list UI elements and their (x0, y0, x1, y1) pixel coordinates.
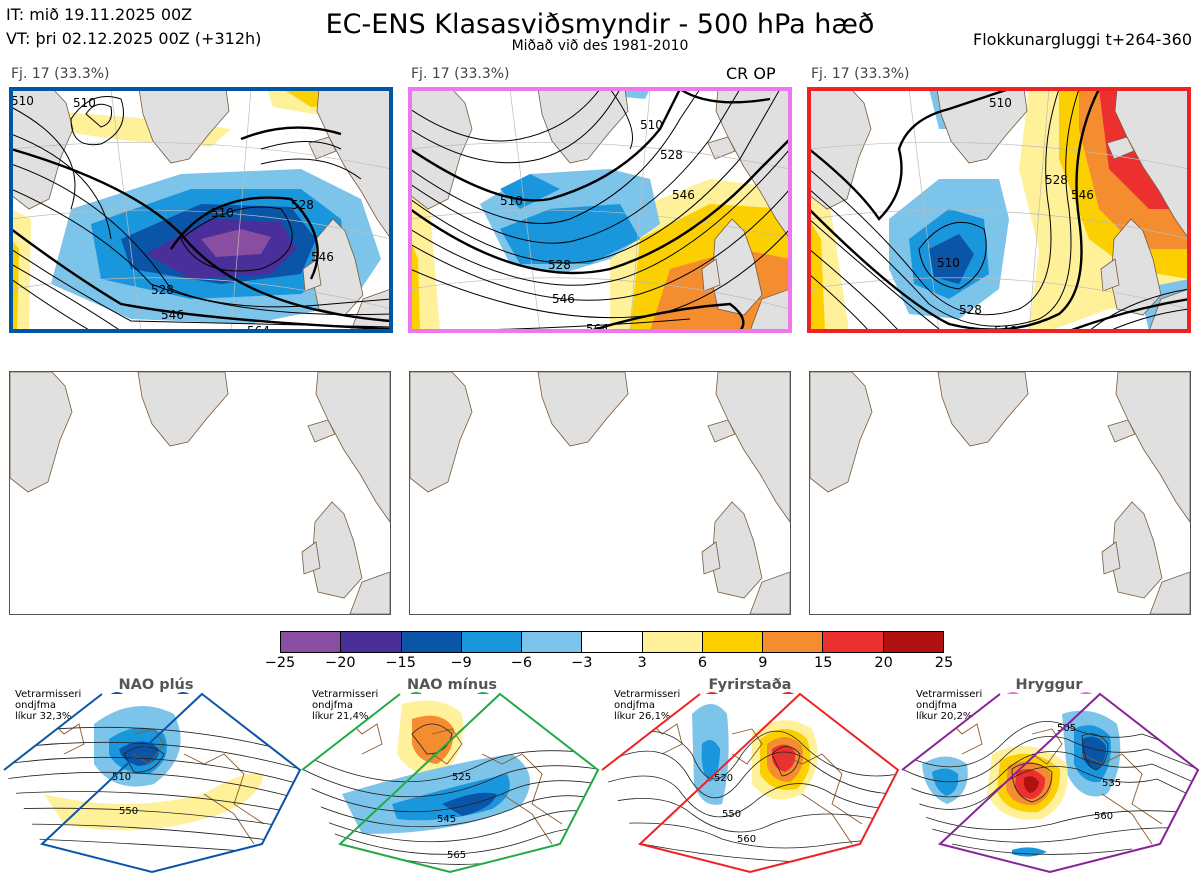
colorbar-tick-label: −6 (510, 655, 533, 671)
panel-1-contour-label: 546 (161, 308, 184, 322)
regime-1-border (3, 692, 302, 874)
panel-1-border (9, 87, 393, 333)
regime-2-title: NAO mínus (406, 677, 498, 693)
panel-3-border (807, 87, 1191, 333)
cluster-map-3: 510 528 546 510 528 546 (807, 87, 1191, 333)
regime-1-probability: Vetrarmisseri ondjfma líkur 32,3% (15, 689, 82, 722)
panel-2-contour-label: 528 (660, 148, 683, 162)
regime-4-contour-label: 535 (1102, 778, 1121, 789)
empty-map-2 (409, 371, 791, 615)
colorbar-tick-label: −3 (571, 655, 593, 671)
panel-2-border (408, 87, 792, 333)
colorbar-tick-label: −20 (325, 655, 356, 671)
colorbar-segment (522, 632, 583, 652)
colorbar (280, 631, 944, 653)
panel-1-contour-label: 528 (151, 283, 174, 297)
panel-1-label: Fj. 17 (33.3%) (11, 66, 110, 82)
colorbar-segment (823, 632, 884, 652)
panel-2-contour-label: 528 (548, 258, 571, 272)
regime-4-map: 505 535 560 (901, 692, 1200, 874)
regime-4-contour-label: 560 (1094, 811, 1113, 822)
empty-map-3 (809, 371, 1191, 615)
regime-3-title: Fyrirstaða (708, 677, 792, 693)
colorbar-segment (401, 632, 462, 652)
panel-3-contour-label: 528 (959, 303, 982, 317)
regime-3-probability: Vetrarmisseri ondjfma líkur 26,1% (614, 689, 681, 722)
panel-1-contour-label: 546 (311, 250, 334, 264)
regime-2-contour-label: 565 (447, 850, 466, 861)
regime-1-title: NAO plús (118, 677, 194, 693)
panel-1-contour-label: 510 (11, 94, 34, 108)
panel-3-contour-label: 510 (937, 256, 960, 270)
regime-2-contour-label: 525 (452, 772, 471, 783)
colorbar-tick-label: 15 (814, 655, 833, 671)
panel-2-contour-label: 564 (586, 322, 609, 333)
panel-1-contour-label: 510 (211, 206, 234, 220)
colorbar-tick-label: 3 (637, 655, 647, 671)
regime-4-title: Hryggur (1015, 677, 1083, 693)
panel-3-label: Fj. 17 (33.3%) (811, 66, 910, 82)
cluster-map-1: 510 528 546 564 528 510 546 510 (9, 87, 393, 333)
regime-4-contour-label: 505 (1057, 723, 1076, 734)
regime-2-contour-label: 545 (437, 814, 456, 825)
control-run-badge: CR OP (726, 64, 776, 83)
panel-3-contour-label: 546 (1071, 188, 1094, 202)
colorbar-segment (763, 632, 824, 652)
panel-2-contour-label: 510 (500, 194, 523, 208)
regime-4-border (901, 692, 1200, 874)
panel-3-contour-label: 528 (1045, 173, 1068, 187)
regime-3-border (601, 692, 900, 874)
regime-1-map: 510 550 (3, 692, 302, 874)
page-subtitle: Miðað við des 1981-2010 (511, 38, 689, 54)
colorbar-tick-label: 25 (934, 655, 954, 671)
regime-1-contour-label: 510 (112, 772, 131, 783)
regime-2-map: 525 545 565 (301, 692, 600, 874)
colorbar-ticks: −25 −20 −15 −9 −6 −3 3 6 9 15 20 25 (0, 655, 1200, 675)
panel-2-contour-label: 510 (640, 118, 663, 132)
panel-2-label: Fj. 17 (33.3%) (411, 66, 510, 82)
regime-3-contour-label: 550 (722, 809, 741, 820)
regime-3-map: 520 550 560 (601, 692, 900, 874)
empty-map-1 (9, 371, 391, 615)
init-time: IT: mið 19.11.2025 00Z (6, 5, 193, 24)
colorbar-segment (642, 632, 703, 652)
regime-2-border (301, 692, 600, 874)
colorbar-segment (461, 632, 523, 652)
colorbar-segment (281, 632, 342, 652)
panel-2-contour-label: 546 (552, 292, 575, 306)
colorbar-tick-label: −25 (264, 655, 296, 671)
page-title: EC-ENS Klasasviðsmyndir - 500 hPa hæð (325, 9, 875, 40)
colorbar-segment (582, 632, 643, 652)
regime-3-contour-label: 520 (714, 773, 733, 784)
colorbar-tick-label: 6 (697, 655, 708, 671)
panel-1-contour-label: 528 (291, 198, 314, 212)
classification-window: Flokkunargluggi t+264-360 (973, 30, 1192, 49)
panel-3-contour-label: 510 (989, 96, 1012, 110)
colorbar-segment (702, 632, 764, 652)
colorbar-tick-label: 20 (874, 655, 893, 671)
colorbar-tick-label: −15 (385, 655, 417, 671)
regime-1-contour-label: 550 (119, 806, 138, 817)
valid-time: VT: þri 02.12.2025 00Z (+312h) (6, 29, 262, 48)
colorbar-tick-label: −9 (450, 655, 472, 671)
panel-2-contour-label: 546 (672, 188, 695, 202)
cluster-map-2: 510 528 546 510 528 546 564 (408, 87, 792, 333)
colorbar-segment (341, 632, 402, 652)
colorbar-segment (883, 632, 943, 652)
panel-1-contour-label: 564 (247, 324, 270, 333)
panel-3-contour-label: 546 (994, 324, 1017, 333)
regime-2-probability: Vetrarmisseri ondjfma líkur 21,4% (312, 689, 379, 722)
panel-1-contour-label: 510 (73, 96, 96, 110)
colorbar-tick-label: 9 (758, 655, 768, 671)
regime-4-probability: Vetrarmisseri ondjfma líkur 20,2% (916, 689, 983, 722)
regime-3-contour-label: 560 (737, 834, 756, 845)
